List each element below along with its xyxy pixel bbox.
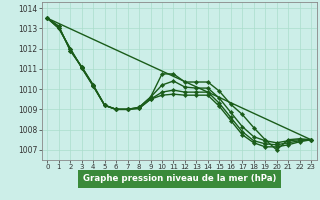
X-axis label: Graphe pression niveau de la mer (hPa): Graphe pression niveau de la mer (hPa) [83, 174, 276, 183]
